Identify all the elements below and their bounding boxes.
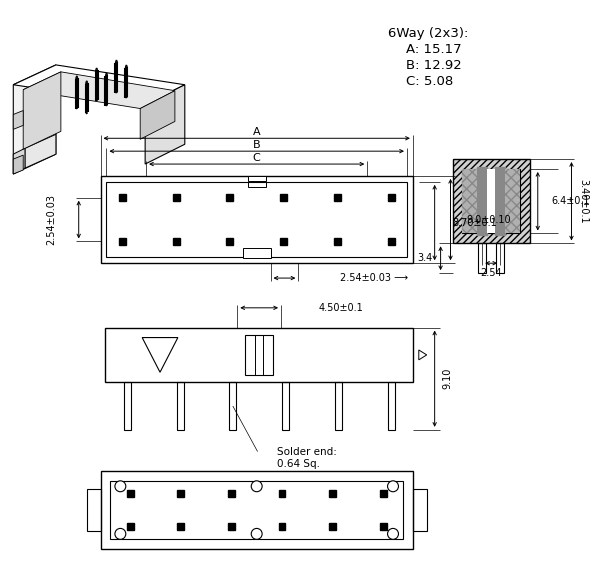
Bar [106, 182, 407, 257]
Bar [329, 524, 336, 531]
Bar [495, 167, 505, 236]
Bar [463, 169, 477, 233]
Bar [452, 159, 530, 244]
Polygon shape [13, 65, 56, 174]
Text: C: C [253, 153, 260, 163]
Bar [280, 194, 287, 201]
Bar [127, 490, 134, 497]
Bar [388, 194, 395, 201]
Bar [487, 169, 495, 233]
Bar [176, 382, 184, 430]
Bar [101, 176, 413, 263]
Bar [334, 194, 341, 201]
Polygon shape [23, 72, 175, 108]
Bar [505, 169, 520, 233]
Bar [110, 481, 403, 539]
Polygon shape [13, 148, 25, 174]
Bar [248, 176, 266, 181]
Bar [280, 238, 287, 245]
Text: C: 5.08: C: 5.08 [406, 75, 453, 88]
Text: 9.0±0.10: 9.0±0.10 [466, 214, 511, 225]
Bar [278, 490, 286, 497]
Bar [496, 244, 504, 273]
Circle shape [115, 481, 126, 492]
Text: B: 12.92: B: 12.92 [406, 59, 461, 72]
Bar [86, 489, 101, 531]
Polygon shape [13, 65, 185, 104]
Text: 4.50±0.1: 4.50±0.1 [319, 303, 364, 313]
Text: A: A [253, 127, 260, 138]
Bar [226, 238, 233, 245]
Text: 3.4: 3.4 [418, 253, 433, 263]
Circle shape [388, 528, 398, 539]
Bar [282, 382, 289, 430]
Bar [127, 524, 134, 531]
Polygon shape [23, 72, 61, 149]
Bar [329, 490, 336, 497]
Text: A: 15.17: A: 15.17 [406, 43, 461, 56]
Text: 8.70±0.1: 8.70±0.1 [452, 218, 497, 227]
Bar [226, 194, 233, 201]
Circle shape [251, 528, 262, 539]
Polygon shape [145, 85, 185, 164]
Bar [119, 238, 126, 245]
Bar [380, 524, 386, 531]
Text: B: B [253, 140, 260, 150]
Text: 3.40±0.1: 3.40±0.1 [578, 179, 589, 223]
Bar [106, 328, 413, 382]
Text: 2.54: 2.54 [481, 268, 502, 278]
Circle shape [115, 528, 126, 539]
Bar [477, 167, 487, 236]
Text: 9.10: 9.10 [443, 368, 452, 390]
Bar [413, 489, 427, 531]
Bar [388, 238, 395, 245]
Text: 2.54±0.03: 2.54±0.03 [46, 194, 56, 245]
Bar [119, 194, 126, 201]
Text: 6Way (2x3):: 6Way (2x3): [388, 28, 469, 40]
Bar [243, 248, 271, 258]
Bar [245, 335, 273, 375]
Bar [478, 244, 486, 273]
Bar [388, 382, 395, 430]
Bar [228, 490, 235, 497]
Bar [229, 382, 236, 430]
Text: Solder end:: Solder end: [277, 446, 337, 457]
Bar [463, 169, 520, 233]
Bar [178, 490, 184, 497]
Bar [178, 524, 184, 531]
Bar [334, 238, 341, 245]
Bar [228, 524, 235, 531]
Polygon shape [140, 91, 175, 139]
Bar [101, 472, 413, 549]
Text: 2.54±0.03 ⟶: 2.54±0.03 ⟶ [340, 273, 408, 283]
Polygon shape [13, 111, 23, 129]
Bar [173, 238, 179, 245]
Bar [248, 182, 266, 187]
Bar [278, 524, 286, 531]
Bar [173, 194, 179, 201]
Circle shape [388, 481, 398, 492]
Bar [380, 490, 386, 497]
Bar [124, 382, 131, 430]
Circle shape [251, 481, 262, 492]
Text: 0.64 Sq.: 0.64 Sq. [277, 458, 320, 469]
Text: 6.4±0.1: 6.4±0.1 [551, 196, 590, 206]
Bar [335, 382, 342, 430]
Polygon shape [25, 134, 56, 168]
Polygon shape [13, 155, 23, 174]
